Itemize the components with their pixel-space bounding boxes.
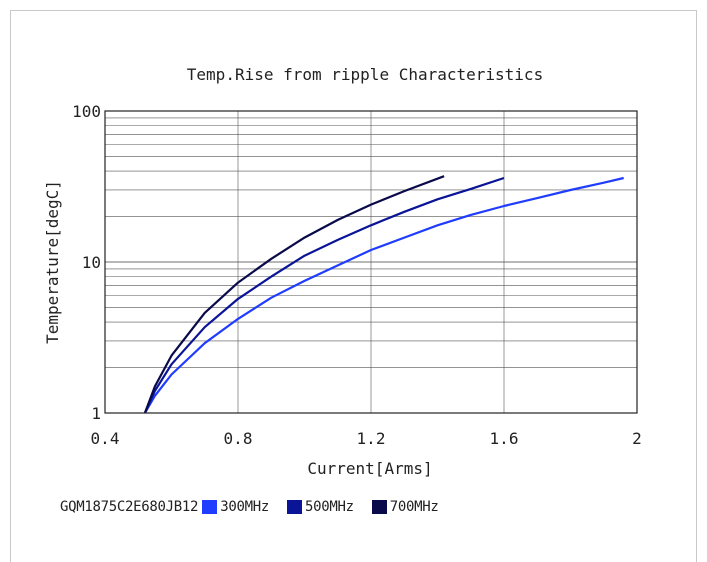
legend-label-500mhz: 500MHz	[304, 499, 354, 515]
legend-item-300mhz: 300MHz	[202, 499, 269, 515]
x-tick-label: 1.2	[357, 429, 386, 448]
legend: GQM1875C2E680JB12 300MHz 500MHz 700MHz	[60, 496, 457, 518]
series-line-500mhz	[143, 176, 505, 414]
series-lines	[143, 175, 624, 414]
legend-label-300mhz: 300MHz	[220, 499, 269, 515]
series-line-300mhz	[143, 176, 624, 414]
chart-title: Temp.Rise from ripple Characteristics	[187, 65, 543, 84]
legend-swatch-500mhz	[286, 500, 302, 514]
x-tick-label: 0.4	[91, 429, 120, 448]
legend-label-700mhz: 700MHz	[389, 499, 439, 515]
grid	[104, 110, 638, 414]
legend-swatch-300mhz	[202, 500, 218, 514]
x-axis-label: Current[Arms]	[307, 459, 432, 478]
x-tick-label: 0.8	[224, 429, 253, 448]
x-tick-label: 1.6	[490, 429, 519, 448]
plot-area-border	[104, 110, 638, 414]
y-tick-label: 10	[82, 253, 101, 272]
series-line-700mhz	[143, 175, 445, 414]
chart-frame	[10, 10, 697, 562]
legend-item-500mhz: 500MHz	[286, 499, 354, 515]
axis-ticks: 0.4 0.8 1.2 1.6 2 1 10 100	[72, 102, 642, 448]
y-tick-label: 1	[91, 404, 101, 423]
legend-product-code: GQM1875C2E680JB12	[60, 499, 199, 515]
legend-swatch-700mhz	[371, 500, 387, 514]
legend-item-700mhz: 700MHz	[371, 499, 439, 515]
x-tick-label: 2	[632, 429, 642, 448]
y-tick-label: 100	[72, 102, 101, 121]
y-axis-label: Temperature[degC]	[43, 180, 62, 344]
